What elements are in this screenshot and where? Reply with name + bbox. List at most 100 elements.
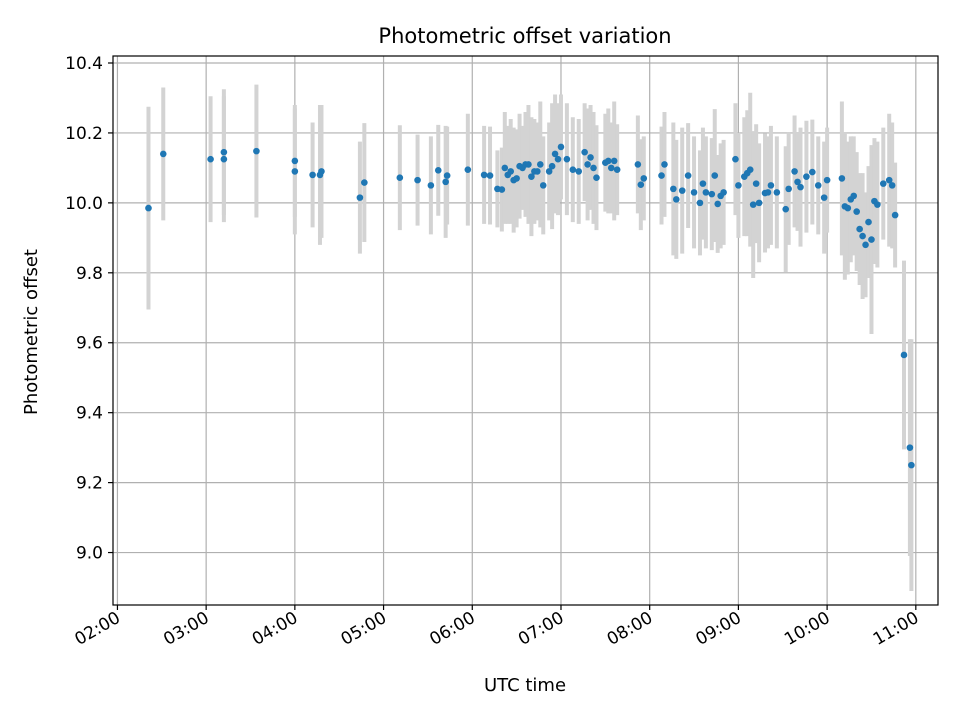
data-point: [513, 175, 520, 182]
data-point: [145, 204, 152, 212]
data-point: [879, 180, 887, 187]
data-point: [856, 225, 863, 233]
data-point: [507, 168, 515, 175]
y-tick-label: 10.0: [65, 194, 103, 214]
data-point: [885, 176, 893, 184]
data-point: [785, 185, 792, 193]
data-points: [145, 143, 915, 469]
data-point: [699, 180, 707, 187]
data-point: [838, 175, 846, 182]
data-point: [678, 187, 686, 194]
data-point: [361, 179, 368, 186]
data-point: [480, 171, 488, 179]
data-point: [159, 150, 167, 158]
data-point: [318, 168, 325, 175]
data-point: [797, 183, 804, 191]
data-point: [613, 166, 621, 173]
data-point: [690, 189, 698, 196]
data-point: [696, 199, 704, 207]
data-point: [545, 168, 553, 175]
data-point: [746, 166, 754, 173]
y-tick-label: 9.6: [76, 334, 103, 354]
data-point: [587, 154, 594, 161]
data-point: [764, 189, 772, 196]
chart-title: Photometric offset variation: [378, 24, 671, 48]
data-point: [803, 173, 810, 180]
data-point: [604, 157, 612, 165]
data-point: [906, 444, 914, 451]
data-point: [414, 176, 421, 184]
data-point: [702, 189, 710, 196]
data-point: [534, 168, 541, 175]
data-point: [888, 182, 896, 189]
plot-frame: [112, 55, 939, 606]
data-point: [434, 167, 442, 174]
data-point: [794, 178, 801, 186]
data-point: [607, 164, 615, 172]
data-point: [442, 178, 449, 186]
data-point: [767, 182, 775, 189]
data-point: [711, 172, 719, 179]
data-point: [752, 180, 760, 187]
data-point: [714, 200, 722, 208]
data-point: [844, 204, 852, 212]
x-axis-label: UTC time: [484, 675, 566, 696]
data-point: [908, 461, 915, 469]
y-tick-label: 10.4: [65, 54, 103, 74]
data-point: [820, 194, 828, 201]
data-point: [539, 182, 547, 189]
data-point: [427, 182, 435, 189]
data-point: [528, 173, 535, 180]
data-point: [584, 161, 591, 168]
data-point: [773, 189, 781, 196]
data-point: [720, 189, 727, 196]
data-point: [658, 172, 665, 179]
data-point: [661, 161, 668, 168]
data-point: [498, 186, 506, 193]
data-point: [708, 190, 716, 198]
data-point: [563, 155, 571, 163]
data-point: [634, 161, 642, 168]
data-point: [220, 148, 228, 156]
y-axis-ticks: 9.0 9.2 9.4 9.6 9.8 10.0 10.2 10.4: [65, 54, 113, 564]
data-point: [673, 196, 680, 203]
data-point: [862, 241, 869, 249]
data-point: [670, 185, 677, 193]
data-point: [755, 199, 763, 207]
y-tick-label: 9.4: [76, 404, 103, 424]
y-tick-label: 9.2: [76, 474, 103, 494]
data-point: [554, 155, 562, 163]
data-point: [868, 236, 875, 243]
data-point: [610, 157, 618, 165]
data-point: [782, 205, 790, 213]
data-point: [850, 192, 858, 200]
data-point: [536, 161, 544, 168]
data-point: [291, 157, 299, 165]
data-point: [551, 150, 559, 158]
data-point: [900, 351, 908, 359]
y-tick-label: 9.8: [76, 264, 103, 284]
y-axis-label: Photometric offset: [21, 249, 42, 415]
data-point: [865, 218, 872, 226]
data-point: [356, 194, 364, 201]
data-point: [557, 143, 565, 151]
data-point: [464, 166, 472, 173]
data-point: [291, 168, 299, 175]
data-point: [525, 161, 532, 168]
data-point: [486, 172, 494, 179]
data-point: [874, 201, 881, 208]
data-point: [732, 155, 739, 163]
data-point: [207, 155, 214, 163]
y-tick-label: 10.2: [65, 124, 103, 144]
data-point: [501, 164, 509, 172]
data-point: [220, 155, 228, 163]
data-point: [684, 172, 692, 179]
data-point: [593, 174, 600, 181]
data-point: [443, 172, 451, 179]
data-point: [823, 176, 831, 184]
data-point: [809, 168, 816, 176]
data-point: [309, 171, 316, 179]
data-point: [569, 166, 577, 173]
